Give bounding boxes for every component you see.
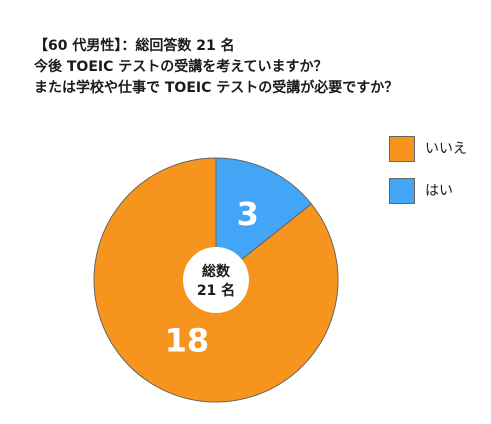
title-line-1: 【60 代男性】：総回答数 21 名 (34, 38, 235, 54)
legend-item-no: いいえ (389, 136, 467, 162)
title-line-2: 今後 TOEIC テストの受講を考えていますか？ (34, 59, 328, 75)
legend: いいえ はい (389, 136, 467, 220)
title-line-3: または学校や仕事で TOEIC テストの受講が必要ですか？ (34, 80, 399, 96)
center-circle (183, 247, 249, 313)
legend-label-yes: はい (425, 183, 453, 199)
slice-value-label-yes: 3 (237, 195, 259, 233)
legend-swatch-orange (389, 136, 415, 162)
legend-swatch-blue (389, 178, 415, 204)
legend-item-yes: はい (389, 178, 467, 204)
legend-label-no: いいえ (425, 141, 467, 157)
chart-title: 【60 代男性】：総回答数 21 名 今後 TOEIC テストの受講を考えていま… (34, 36, 484, 99)
pie-slice-labels: 3 18 (165, 195, 259, 360)
slice-value-label-no: 18 (165, 322, 210, 360)
center-total-label: 総数 (202, 263, 231, 280)
center-total-count: 21 名 (197, 282, 235, 299)
pie-slice-yes (215, 157, 313, 282)
